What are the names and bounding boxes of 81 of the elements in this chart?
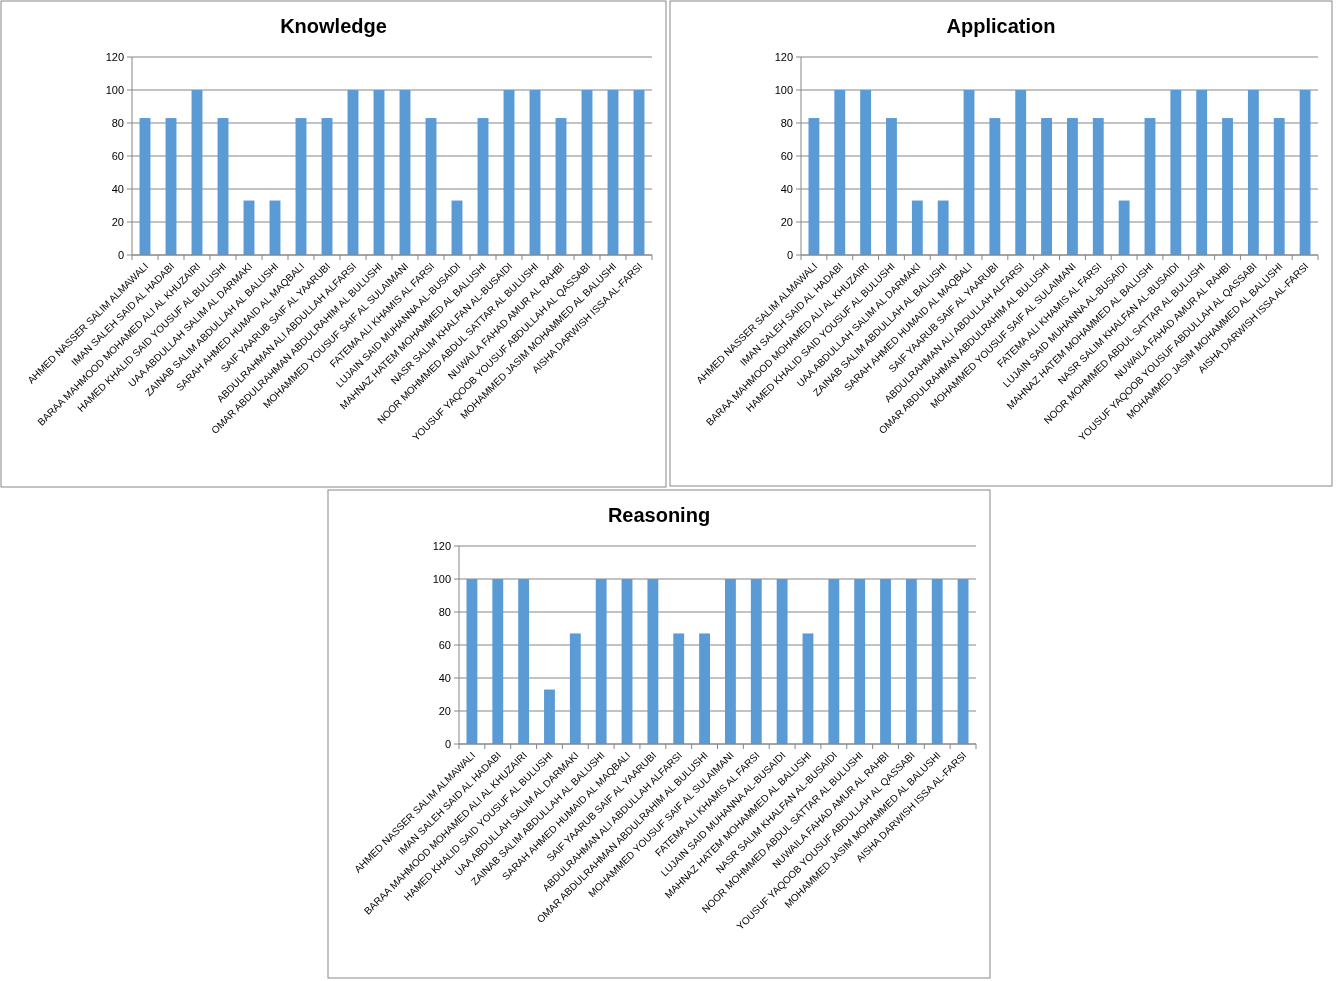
y-tick-label: 120 [774, 50, 793, 63]
bar [217, 118, 229, 255]
bar [399, 90, 411, 255]
bar [544, 689, 555, 744]
bar [1092, 118, 1104, 255]
chart-title: Reasoning [607, 504, 711, 526]
y-tick-label: 100 [432, 572, 451, 585]
bar [1041, 118, 1052, 255]
y-tick-label: 40 [438, 671, 451, 684]
bar [581, 90, 593, 255]
bar [1247, 90, 1259, 255]
y-tick-label: 80 [111, 116, 124, 129]
bar [647, 579, 659, 744]
y-tick-label: 120 [432, 539, 451, 552]
bar [963, 90, 975, 255]
y-tick-label: 20 [438, 704, 451, 717]
y-tick-label: 120 [105, 50, 124, 63]
y-tick-label: 0 [786, 248, 793, 261]
bar [854, 579, 866, 744]
bar [321, 118, 333, 255]
bar [776, 579, 788, 744]
bar [931, 579, 943, 744]
y-tick-label: 40 [780, 182, 793, 195]
bar [1067, 118, 1078, 255]
bar [808, 118, 820, 255]
y-tick-label: 0 [117, 248, 124, 261]
chart-title: Knowledge [280, 15, 387, 37]
bar [295, 118, 307, 255]
bar [569, 633, 581, 744]
bar [725, 579, 736, 744]
bar [957, 579, 969, 744]
bar [503, 90, 515, 255]
y-tick-label: 80 [780, 116, 793, 129]
y-tick-label: 80 [438, 605, 451, 618]
y-tick-label: 20 [780, 215, 793, 228]
bar [466, 579, 478, 744]
bar [529, 90, 541, 255]
y-tick-label: 20 [111, 215, 124, 228]
y-tick-label: 60 [780, 149, 793, 162]
bar [555, 118, 567, 255]
chart-title: Application [946, 15, 1056, 37]
bar [1015, 90, 1027, 255]
bar [595, 579, 607, 744]
bar [347, 90, 359, 255]
bar [607, 90, 619, 255]
bar [802, 633, 814, 744]
bar [1144, 118, 1156, 255]
y-tick-label: 100 [105, 83, 124, 96]
bar [1196, 90, 1208, 255]
y-tick-label: 100 [774, 83, 793, 96]
y-tick-label: 60 [111, 149, 124, 162]
y-tick-label: 40 [111, 182, 124, 195]
bar [989, 118, 1001, 255]
bar [139, 118, 151, 255]
bar [880, 579, 891, 744]
bar [1118, 200, 1130, 255]
bar [886, 118, 897, 255]
bar [373, 90, 385, 255]
bar [699, 633, 710, 744]
bar [165, 118, 177, 255]
bar [492, 579, 504, 744]
bar [834, 90, 846, 255]
bar [860, 90, 872, 255]
y-tick-label: 60 [438, 638, 451, 651]
bar [1273, 118, 1285, 255]
bar [191, 90, 203, 255]
bar [828, 579, 840, 744]
y-tick-label: 0 [444, 737, 451, 750]
bar [1170, 90, 1182, 255]
bar [911, 200, 923, 255]
bar [621, 579, 633, 744]
bar [1222, 118, 1233, 255]
bar [633, 90, 645, 255]
bar [518, 579, 530, 744]
bar [477, 118, 489, 255]
bar [673, 633, 685, 744]
bar [905, 579, 917, 744]
bar [1299, 90, 1311, 255]
bar [425, 118, 437, 255]
bar [750, 579, 762, 744]
bar [937, 200, 949, 255]
